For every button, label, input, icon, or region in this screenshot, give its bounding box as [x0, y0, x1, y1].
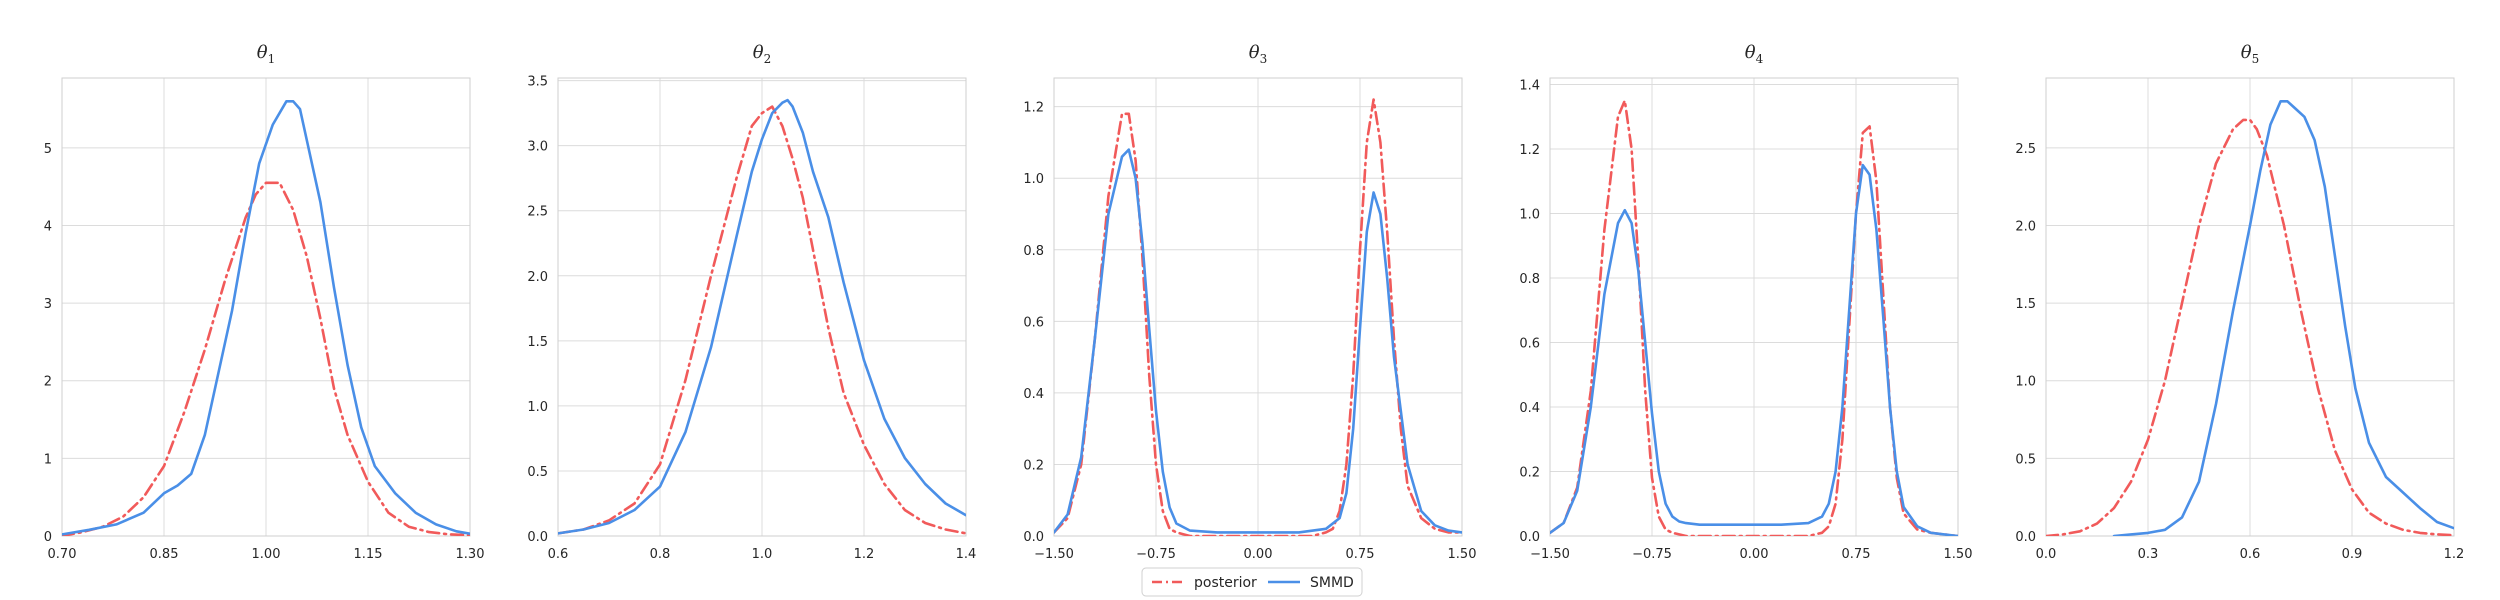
- y-tick-label: 0.0: [1023, 530, 1044, 545]
- y-tick-label: 1.0: [2015, 375, 2036, 390]
- legend-box: [1141, 567, 1363, 597]
- legend-label-posterior: posterior: [1194, 575, 1257, 591]
- x-tick-label: 1.15: [354, 547, 383, 562]
- x-tick-label: 1.50: [1448, 547, 1477, 562]
- x-tick-label: −1.50: [1034, 547, 1074, 562]
- x-tick-label: 0.70: [48, 547, 77, 562]
- x-tick-label: 1.4: [956, 547, 977, 562]
- legend: posterior SMMD: [1141, 567, 1363, 597]
- y-tick-label: 2.0: [2015, 219, 2036, 234]
- y-tick-label: 0.4: [1519, 401, 1540, 416]
- panel-5: 0.0 0.3 0.6 0.9 1.2 0.0 0.5 1.0 1.5 2.0 2.5 θ5: [2015, 42, 2464, 562]
- axes-frame: [2045, 77, 2455, 537]
- panel-3: −1.50 −0.75 0.00 0.75 1.50 0.0 0.2 0.4 0.6 0.8 1.0…: [1023, 42, 1476, 562]
- y-tick-label: 1.5: [527, 335, 548, 350]
- y-tick-label: 1.2: [1023, 101, 1044, 116]
- y-tick-label: 1.0: [1023, 172, 1044, 187]
- x-tick-label: 0.9: [2342, 547, 2363, 562]
- x-tick-label: 0.00: [1244, 547, 1273, 562]
- y-tick-label: 0.2: [1519, 465, 1540, 480]
- x-tick-label: 0.75: [1346, 547, 1375, 562]
- x-tick-label: −0.75: [1632, 547, 1672, 562]
- x-tick-label: 1.0: [752, 547, 773, 562]
- x-tick-label: 0.75: [1842, 547, 1871, 562]
- series-line-smmd: [1054, 148, 1462, 534]
- y-tick-label: 0.0: [1519, 530, 1540, 545]
- y-tick-label: 0.5: [2015, 452, 2036, 467]
- x-tick-label: 1.2: [854, 547, 875, 562]
- x-tick-label: 0.6: [548, 547, 569, 562]
- series-line-posterior: [558, 105, 966, 535]
- y-tick-label: 1.4: [1519, 78, 1540, 93]
- y-tick-label: 0.5: [527, 465, 548, 480]
- x-tick-label: 1.30: [456, 547, 485, 562]
- y-tick-label: 3: [44, 297, 52, 312]
- y-tick-label: 4: [44, 219, 52, 234]
- y-tick-label: 0.6: [1519, 336, 1540, 351]
- y-tick-label: 0: [44, 530, 52, 545]
- x-tick-label: 1.50: [1944, 547, 1973, 562]
- y-tick-label: 2: [44, 375, 52, 390]
- x-tick-label: 0.00: [1740, 547, 1769, 562]
- series-line-smmd: [2112, 100, 2454, 536]
- y-tick-label: 2.5: [2015, 142, 2036, 157]
- y-tick-label: 0.2: [1023, 458, 1044, 473]
- y-tick-label: 2.5: [527, 205, 548, 220]
- x-tick-label: −1.50: [1530, 547, 1570, 562]
- y-tick-label: 1: [44, 452, 52, 467]
- panel-title: θ3: [1249, 42, 1267, 66]
- y-tick-label: 3.5: [527, 75, 548, 90]
- series-line-posterior: [2046, 118, 2454, 536]
- panel-title: θ5: [2241, 42, 2259, 66]
- legend-label-smmd: SMMD: [1310, 575, 1354, 591]
- y-tick-label: 0.0: [527, 530, 548, 545]
- series-line-posterior: [62, 181, 470, 536]
- y-tick-label: 0.0: [2015, 530, 2036, 545]
- panel-title: θ1: [257, 42, 275, 66]
- x-tick-label: −0.75: [1136, 547, 1176, 562]
- y-tick-label: 3.0: [527, 140, 548, 155]
- panel-1: 0.70 0.85 1.00 1.15 1.30 0 1 2 3 4 5 θ1: [44, 42, 485, 562]
- y-tick-label: 0.6: [1023, 315, 1044, 330]
- panel-4: −1.50 −0.75 0.00 0.75 1.50 0.0 0.2 0.4 0.6 0.8 1.0…: [1519, 42, 1972, 562]
- x-tick-label: 0.6: [2240, 547, 2261, 562]
- y-tick-label: 2.0: [527, 270, 548, 285]
- x-tick-label: 0.3: [2138, 547, 2159, 562]
- y-tick-label: 0.8: [1519, 272, 1540, 287]
- x-tick-label: 0.85: [150, 547, 179, 562]
- y-tick-label: 1.2: [1519, 143, 1540, 158]
- series-line-posterior: [1054, 98, 1462, 536]
- y-tick-label: 1.0: [1519, 207, 1540, 222]
- y-tick-label: 1.0: [527, 400, 548, 415]
- panel-2: 0.6 0.8 1.0 1.2 1.4 0.0 0.5 1.0 1.5 2.0 2.5 3.0 3.5 θ…: [527, 42, 976, 562]
- axes-frame: [61, 77, 471, 537]
- panel-title: θ2: [753, 42, 771, 66]
- series-line-smmd: [558, 98, 966, 535]
- x-tick-label: 0.0: [2036, 547, 2057, 562]
- axes-frame: [557, 77, 967, 537]
- y-tick-label: 0.8: [1023, 244, 1044, 259]
- y-tick-label: 1.5: [2015, 297, 2036, 312]
- series-line-smmd: [1550, 163, 1958, 536]
- x-tick-label: 1.00: [252, 547, 281, 562]
- y-tick-label: 5: [44, 142, 52, 157]
- x-tick-label: 0.8: [650, 547, 671, 562]
- panel-title: θ4: [1745, 42, 1764, 66]
- series-line-smmd: [62, 100, 470, 536]
- y-tick-label: 0.4: [1023, 387, 1044, 402]
- x-tick-label: 1.2: [2444, 547, 2465, 562]
